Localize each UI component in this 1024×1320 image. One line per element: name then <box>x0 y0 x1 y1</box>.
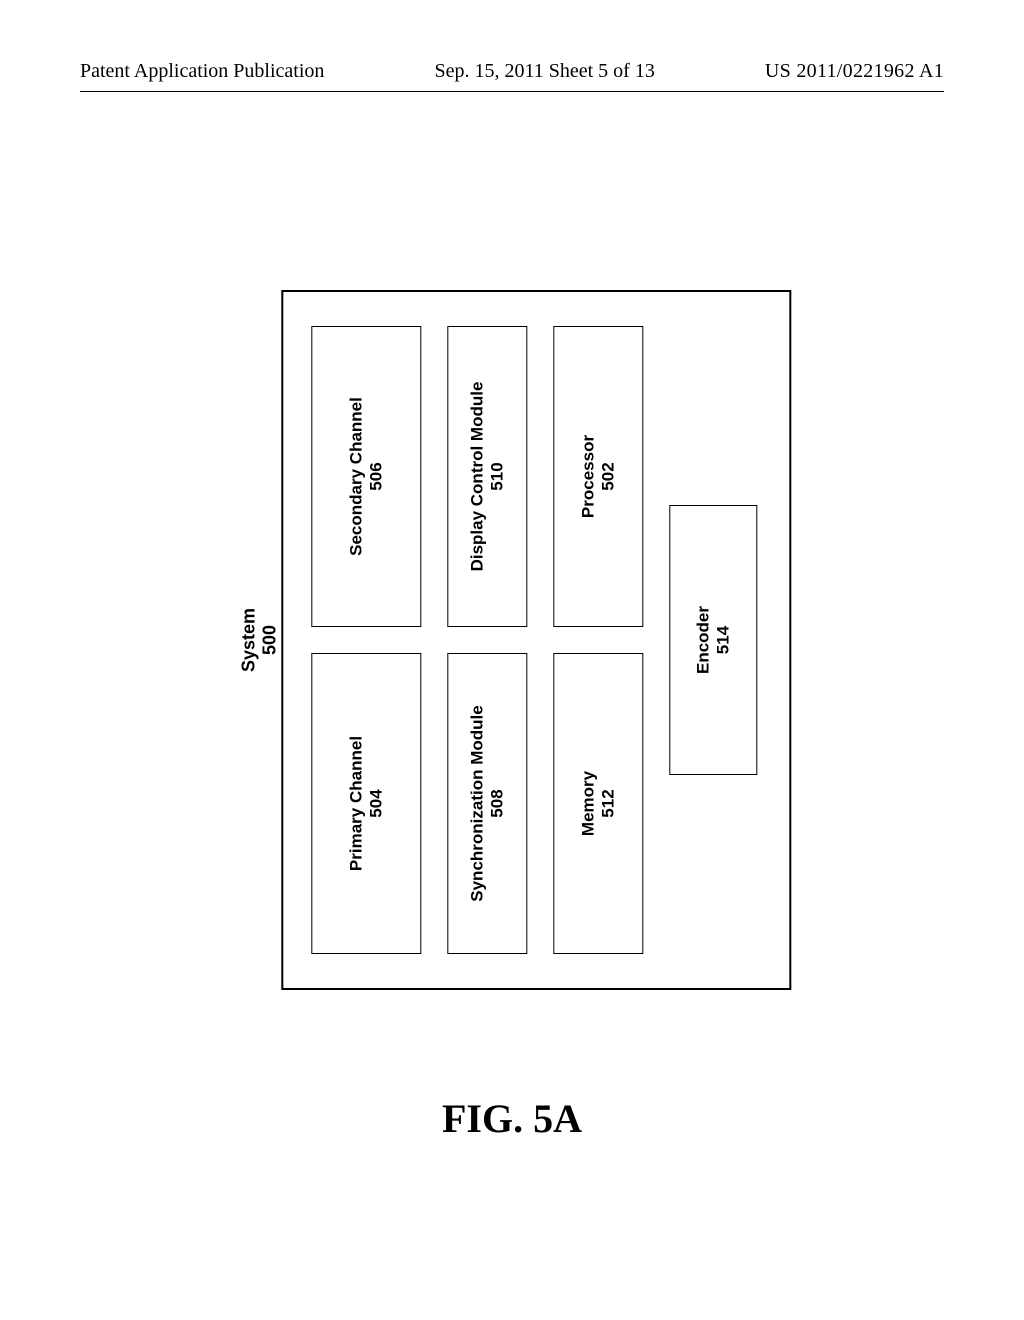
primary-channel-label: Primary Channel <box>346 736 365 871</box>
figure-caption: FIG. 5A <box>0 1095 1024 1142</box>
processor-num: 502 <box>599 462 618 490</box>
header-left: Patent Application Publication <box>80 60 324 83</box>
encoder-num: 514 <box>714 626 733 654</box>
header-rule <box>80 91 944 92</box>
synchronization-module-num: 508 <box>488 789 507 817</box>
figure-area: System 500 Primary Channel 504 <box>150 230 880 1050</box>
secondary-channel-label: Secondary Channel <box>346 397 365 556</box>
system-outer-box: Primary Channel 504 Secondary Channel 50… <box>282 290 792 990</box>
row-channels: Primary Channel 504 Secondary Channel 50… <box>312 326 422 954</box>
encoder-box: Encoder 514 <box>670 505 758 775</box>
primary-channel-num: 504 <box>367 789 386 817</box>
memory-num: 512 <box>599 789 618 817</box>
display-control-module-inner: Display Control Module 510 <box>463 376 512 578</box>
secondary-channel-inner: Secondary Channel 506 <box>342 391 391 562</box>
system-label-text: System <box>238 608 258 672</box>
system-label: System 500 <box>238 290 279 990</box>
header-text-row: Patent Application Publication Sep. 15, … <box>80 60 944 83</box>
processor-box: Processor 502 <box>554 326 644 627</box>
rotated-diagram-wrap: System 500 Primary Channel 504 <box>238 290 791 990</box>
row-modules: Synchronization Module 508 Display Contr… <box>448 326 528 954</box>
encoder-inner: Encoder 514 <box>689 600 738 680</box>
row-encoder: Encoder 514 <box>670 326 758 954</box>
page-header: Patent Application Publication Sep. 15, … <box>0 60 1024 92</box>
processor-label: Processor <box>578 435 597 518</box>
display-control-module-label: Display Control Module <box>467 382 486 572</box>
memory-inner: Memory 512 <box>574 765 623 842</box>
system-diagram: System 500 Primary Channel 504 <box>238 290 791 990</box>
memory-label: Memory <box>578 771 597 836</box>
secondary-channel-num: 506 <box>367 462 386 490</box>
header-right: US 2011/0221962 A1 <box>765 60 944 83</box>
primary-channel-inner: Primary Channel 504 <box>342 730 391 877</box>
display-control-module-box: Display Control Module 510 <box>448 326 528 627</box>
row-mem-proc: Memory 512 Processor 502 <box>554 326 644 954</box>
processor-inner: Processor 502 <box>574 429 623 524</box>
synchronization-module-label: Synchronization Module <box>467 705 486 901</box>
header-center: Sep. 15, 2011 Sheet 5 of 13 <box>434 60 654 83</box>
primary-channel-box: Primary Channel 504 <box>312 653 422 954</box>
synchronization-module-inner: Synchronization Module 508 <box>463 699 512 907</box>
encoder-label: Encoder <box>693 606 712 674</box>
system-label-num: 500 <box>259 625 279 655</box>
synchronization-module-box: Synchronization Module 508 <box>448 653 528 954</box>
display-control-module-num: 510 <box>488 462 507 490</box>
memory-box: Memory 512 <box>554 653 644 954</box>
secondary-channel-box: Secondary Channel 506 <box>312 326 422 627</box>
page: Patent Application Publication Sep. 15, … <box>0 0 1024 1320</box>
